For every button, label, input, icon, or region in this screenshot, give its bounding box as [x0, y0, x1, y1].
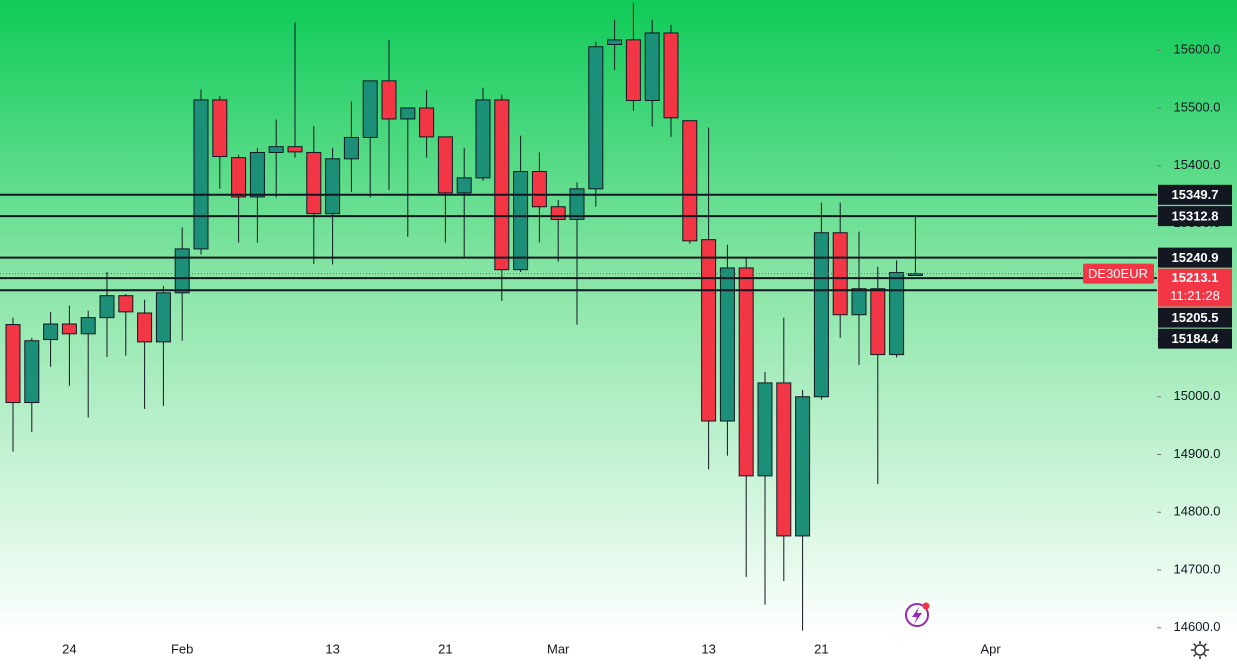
- background: [0, 0, 1237, 637]
- candle-body: [776, 382, 792, 537]
- candle-body: [663, 32, 679, 119]
- price-label: 15205.5: [1172, 310, 1219, 325]
- y-tick-label: 14800.0: [1174, 504, 1221, 519]
- candle-body: [701, 239, 717, 422]
- candle-body: [682, 120, 698, 242]
- y-tick-label: 14700.0: [1174, 561, 1221, 576]
- candle-body: [588, 46, 604, 190]
- candle-body: [437, 136, 453, 194]
- candle-body: [268, 146, 284, 153]
- y-tick-label: 15000.0: [1174, 388, 1221, 403]
- y-tick-label: 15600.0: [1174, 42, 1221, 57]
- candle-body: [738, 267, 754, 477]
- y-tick-label: 14600.0: [1174, 619, 1221, 634]
- candle-body: [569, 188, 585, 220]
- candle-body: [419, 107, 435, 138]
- price-label: 15312.8: [1172, 209, 1219, 224]
- candle-body: [212, 99, 228, 158]
- candle-body: [306, 151, 322, 215]
- settings-gear[interactable]: [1191, 641, 1209, 659]
- candle-body: [475, 99, 491, 179]
- candle-body: [381, 80, 397, 120]
- price-label-box: [1158, 184, 1232, 205]
- lightning-icon[interactable]: [905, 602, 930, 627]
- candle-body: [795, 396, 811, 537]
- candle-body: [889, 272, 905, 356]
- price-label: 15240.9: [1172, 250, 1219, 265]
- x-tick-label: 24: [62, 641, 76, 656]
- candle-body: [719, 267, 735, 422]
- countdown: 11:21:28: [1170, 288, 1220, 303]
- price-label-box: [1158, 328, 1232, 349]
- candle-body: [362, 80, 378, 138]
- x-tick-label: 13: [325, 641, 339, 656]
- y-tick-label: 14900.0: [1174, 446, 1221, 461]
- last-price-label: 15213.1: [1172, 270, 1219, 285]
- candle-body: [343, 136, 359, 160]
- candle-body: [531, 171, 547, 208]
- price-label-box: [1158, 206, 1232, 227]
- candle-body: [155, 292, 171, 343]
- candle-body: [174, 248, 190, 294]
- candle-body: [456, 177, 472, 194]
- candle-body: [118, 295, 134, 313]
- y-tick-label: 15400.0: [1174, 157, 1221, 172]
- x-tick-label: Apr: [980, 641, 1001, 656]
- candle-body: [851, 288, 867, 316]
- x-tick-label: 13: [701, 641, 715, 656]
- y-tick-label: 15500.0: [1174, 99, 1221, 114]
- candle-body: [61, 323, 77, 335]
- candle-body: [325, 158, 341, 215]
- symbol-box: [1083, 263, 1154, 284]
- x-tick-label: 21: [814, 641, 828, 656]
- candle-body: [24, 340, 40, 404]
- candle-body: [550, 206, 566, 220]
- candle-body: [494, 99, 510, 271]
- candle-body: [513, 171, 529, 271]
- candle-body: [813, 232, 829, 398]
- candle-body: [231, 157, 247, 198]
- candle-body: [5, 324, 21, 404]
- candle-body: [43, 323, 59, 341]
- last-price-box: [1158, 268, 1232, 307]
- candle-body: [193, 99, 209, 250]
- candle-body: [607, 39, 623, 45]
- candle-body: [137, 312, 153, 343]
- x-tick-label: Mar: [547, 641, 570, 656]
- candle-body: [644, 32, 660, 101]
- symbol-label: DE30EUR: [1088, 266, 1148, 281]
- candle-body: [287, 146, 303, 153]
- candle-body: [757, 382, 773, 477]
- candle-body: [99, 295, 115, 319]
- price-label-box: [1158, 307, 1232, 328]
- candle-body: [870, 288, 886, 356]
- x-tick-label: 21: [438, 641, 452, 656]
- candle-body: [249, 151, 265, 198]
- candle-body: [80, 317, 96, 335]
- candle-body: [400, 107, 416, 120]
- price-label: 15184.4: [1172, 331, 1220, 346]
- candle-body: [625, 39, 641, 101]
- x-tick-label: Feb: [171, 641, 193, 656]
- price-label: 15349.7: [1172, 187, 1219, 202]
- price-label-box: [1158, 247, 1232, 268]
